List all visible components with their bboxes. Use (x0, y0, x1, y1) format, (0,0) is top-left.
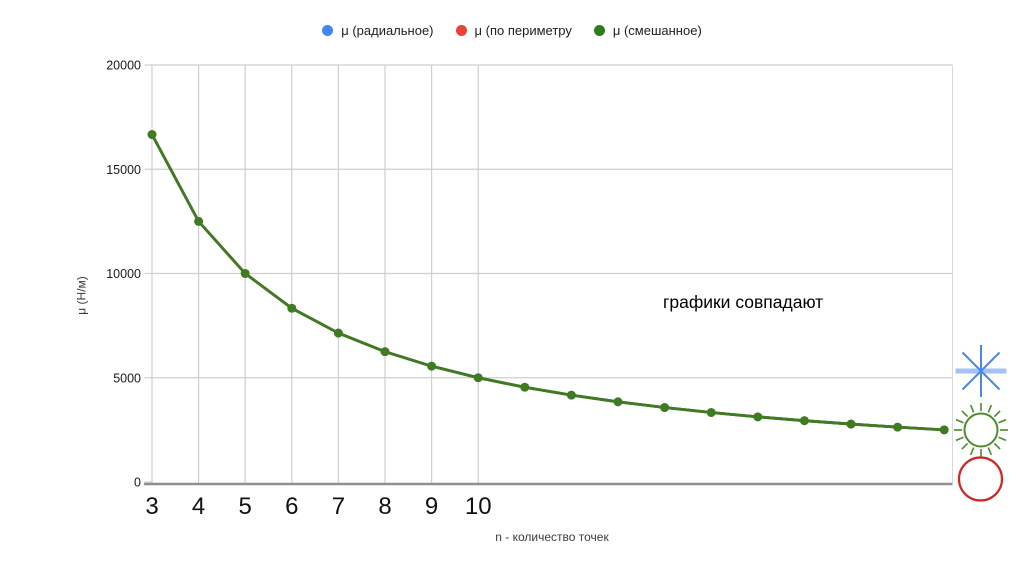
data-point[interactable] (706, 408, 716, 417)
legend-marker-perimeter-icon (455, 25, 467, 36)
x-tick-label: 7 (332, 493, 345, 520)
legend-marker-mixed-icon (593, 25, 605, 36)
x-axis-title: n - количество точек (495, 530, 609, 544)
y-tick-label: 5000 (113, 371, 141, 385)
y-tick-label: 0 (134, 476, 141, 490)
x-tick-label: 3 (145, 493, 158, 520)
data-point[interactable] (380, 347, 390, 357)
series-line[interactable] (150, 133, 946, 432)
data-point[interactable] (893, 422, 902, 432)
y-tick-label: 15000 (106, 163, 141, 177)
chart-legend: μ (радиальное) μ (по периметру μ (смешан… (0, 23, 1024, 38)
data-point[interactable] (800, 416, 809, 426)
legend-item-perimeter[interactable]: μ (по периметру (455, 23, 572, 38)
y-tick-label: 20000 (106, 59, 141, 73)
legend-marker-radial-icon (322, 25, 334, 36)
data-point[interactable] (613, 397, 623, 407)
data-point[interactable] (240, 269, 250, 278)
y-axis-title: μ (Н/м) (74, 276, 89, 315)
x-tick-label: 9 (425, 493, 438, 520)
data-point[interactable] (567, 390, 576, 400)
data-point[interactable] (334, 328, 343, 338)
data-point[interactable] (427, 361, 436, 371)
data-point[interactable] (753, 412, 763, 422)
data-point[interactable] (147, 130, 157, 139)
legend-label-perimeter: μ (по периметру (474, 23, 572, 38)
x-tick-label: 6 (285, 493, 298, 520)
x-tick-label: 8 (378, 493, 391, 520)
legend-item-mixed[interactable]: μ (смешанное) (593, 23, 702, 38)
legend-label-mixed: μ (смешанное) (612, 23, 702, 38)
legend-item-radial[interactable]: μ (радиальное) (322, 23, 434, 38)
x-tick-label: 10 (465, 493, 492, 520)
series-mixed[interactable] (147, 130, 949, 435)
x-tick-label: 5 (239, 493, 252, 520)
legend-label-radial: μ (радиальное) (341, 23, 434, 38)
x-tick-label: 4 (192, 493, 205, 520)
series-line[interactable] (150, 133, 946, 432)
y-tick-label: 10000 (106, 267, 141, 281)
radial-asterisk-icon[interactable] (955, 345, 1007, 397)
series-radial[interactable] (147, 130, 949, 435)
data-point[interactable] (287, 303, 297, 313)
mixed-sun-icon[interactable] (954, 403, 1008, 457)
series-line[interactable] (150, 133, 946, 432)
series-perimeter[interactable] (147, 130, 949, 435)
data-point[interactable] (473, 373, 483, 383)
data-point[interactable] (194, 216, 204, 226)
data-point[interactable] (939, 425, 949, 435)
perimeter-circle-icon[interactable] (957, 456, 1004, 502)
data-point[interactable] (520, 382, 530, 392)
coincide-annotation: графики совпадают (663, 292, 824, 312)
data-point[interactable] (846, 419, 856, 429)
data-point[interactable] (660, 403, 669, 412)
